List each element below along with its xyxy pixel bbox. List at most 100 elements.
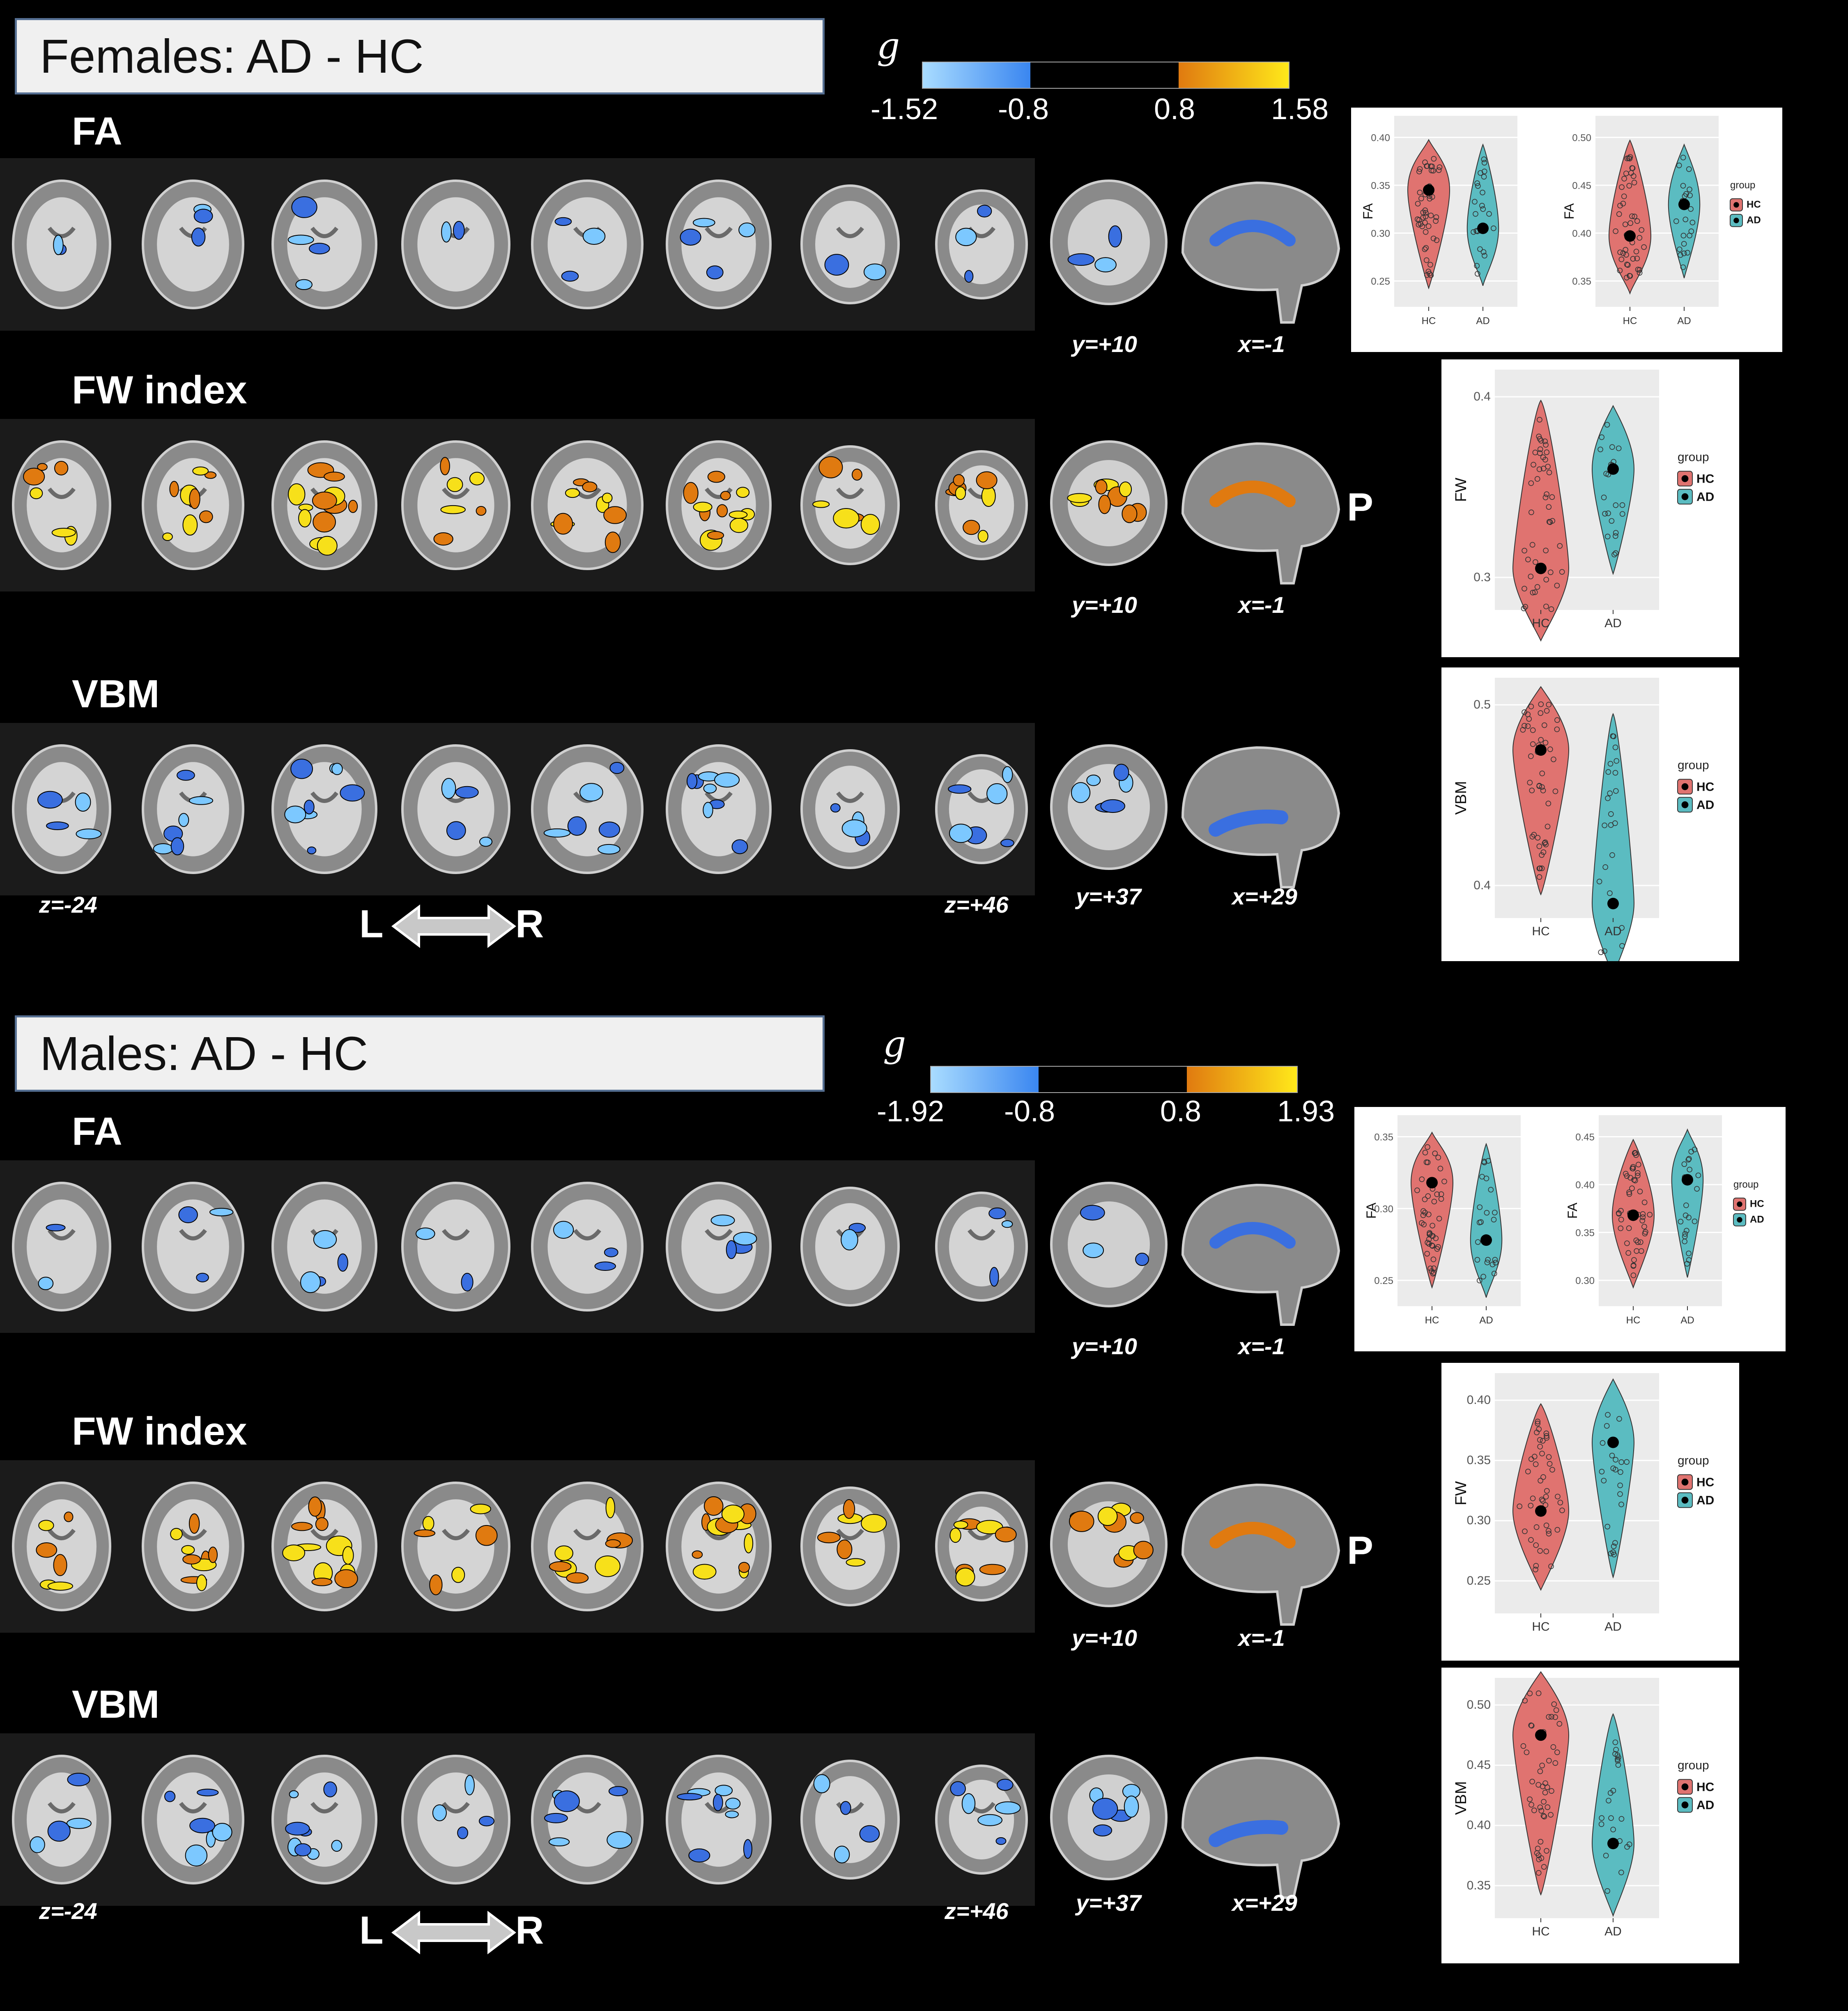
cluster xyxy=(736,487,750,498)
cluster xyxy=(1119,481,1132,497)
data-point xyxy=(1535,1421,1541,1427)
data-point xyxy=(1542,495,1549,500)
x-tick-label: HC xyxy=(1422,315,1436,327)
cluster xyxy=(1209,481,1296,507)
data-point xyxy=(1417,166,1423,172)
cluster xyxy=(565,488,580,498)
y-axis-label: VBM xyxy=(1453,781,1470,815)
data-point xyxy=(1545,464,1551,469)
cluster xyxy=(688,1848,710,1863)
cluster xyxy=(433,532,453,546)
data-point xyxy=(1676,162,1682,168)
data-point xyxy=(1682,1231,1688,1237)
data-point xyxy=(1538,701,1544,707)
cluster xyxy=(553,1221,574,1239)
cluster xyxy=(51,528,76,538)
coord-label: y=+10 xyxy=(1072,331,1137,357)
coord-label: z=+46 xyxy=(945,1898,1009,1924)
data-point xyxy=(1420,1208,1426,1214)
y-tick-label: 0.25 xyxy=(1374,1275,1393,1286)
data-point xyxy=(1475,183,1481,189)
data-point xyxy=(1634,255,1640,262)
data-point xyxy=(1543,1430,1549,1436)
data-point xyxy=(1617,249,1623,255)
y-tick-label: 0.45 xyxy=(1575,1132,1595,1143)
white-matter xyxy=(417,197,494,292)
cluster xyxy=(1093,1824,1112,1836)
cluster xyxy=(429,1574,443,1595)
data-point xyxy=(1537,1548,1543,1554)
cluster xyxy=(1209,1222,1296,1249)
cluster xyxy=(47,1820,71,1842)
data-point xyxy=(1543,577,1549,582)
cluster xyxy=(188,1513,200,1534)
data-point xyxy=(1610,1465,1616,1471)
data-point xyxy=(1528,704,1534,709)
data-point xyxy=(1605,510,1611,516)
data-point xyxy=(1680,154,1686,161)
coord-label: z=-24 xyxy=(39,892,97,918)
data-point xyxy=(1609,518,1615,524)
data-point xyxy=(1542,740,1549,745)
cluster xyxy=(582,481,598,492)
x-tick-label: HC xyxy=(1626,1315,1641,1326)
data-point xyxy=(1478,1219,1484,1225)
colorbar-tick: -1.92 xyxy=(877,1095,945,1128)
data-point xyxy=(1538,1839,1544,1845)
data-point xyxy=(1619,184,1625,190)
data-point xyxy=(1687,1167,1693,1173)
coord-label: y=+37 xyxy=(1076,1890,1141,1916)
cluster xyxy=(414,1529,436,1537)
cluster xyxy=(185,1844,208,1866)
data-point xyxy=(1630,256,1636,262)
data-point xyxy=(1492,1257,1498,1263)
cluster xyxy=(36,1542,57,1558)
cluster xyxy=(713,1794,723,1811)
sagittal-slice xyxy=(1181,1483,1340,1626)
cluster xyxy=(812,500,830,508)
cluster xyxy=(977,530,988,543)
data-point xyxy=(1535,835,1541,841)
data-point xyxy=(1608,1815,1614,1821)
x-tick-label: AD xyxy=(1476,315,1489,327)
data-point xyxy=(1422,1196,1428,1202)
cluster xyxy=(204,471,217,479)
cluster xyxy=(1133,1541,1154,1560)
violin-hc xyxy=(1512,1671,1570,1896)
cluster xyxy=(833,508,860,529)
cluster xyxy=(549,1561,572,1572)
right-label: R xyxy=(515,1908,544,1952)
data-point xyxy=(1611,552,1617,557)
data-point xyxy=(1610,1549,1616,1555)
ventricle xyxy=(836,791,864,803)
data-point xyxy=(1441,1178,1447,1185)
ventricle xyxy=(442,487,470,499)
data-point xyxy=(1545,801,1551,807)
cluster xyxy=(1113,764,1129,781)
data-point xyxy=(1422,220,1428,225)
legend-label: AD xyxy=(1696,1798,1714,1812)
cluster xyxy=(1122,504,1138,523)
y-tick-label: 0.40 xyxy=(1575,1180,1595,1191)
data-point xyxy=(1542,1502,1549,1508)
cluster xyxy=(54,460,69,476)
brain-slices-fa xyxy=(0,1160,1340,1333)
data-point xyxy=(1626,155,1632,161)
cluster xyxy=(1209,1820,1288,1847)
cluster xyxy=(1069,1511,1094,1532)
cluster xyxy=(607,1831,632,1849)
x-tick-label: HC xyxy=(1623,315,1637,327)
data-point xyxy=(1624,1459,1630,1465)
mean-point xyxy=(1426,1177,1438,1189)
data-point xyxy=(1422,1150,1428,1155)
cluster xyxy=(566,1572,589,1584)
data-point xyxy=(1430,1256,1437,1262)
data-point xyxy=(1536,874,1542,880)
cluster xyxy=(595,1555,621,1577)
data-point xyxy=(1433,218,1439,224)
data-point xyxy=(1546,519,1552,525)
ventricle xyxy=(836,226,864,238)
data-point xyxy=(1548,1563,1554,1569)
data-point xyxy=(1479,202,1485,209)
data-point xyxy=(1474,180,1480,186)
